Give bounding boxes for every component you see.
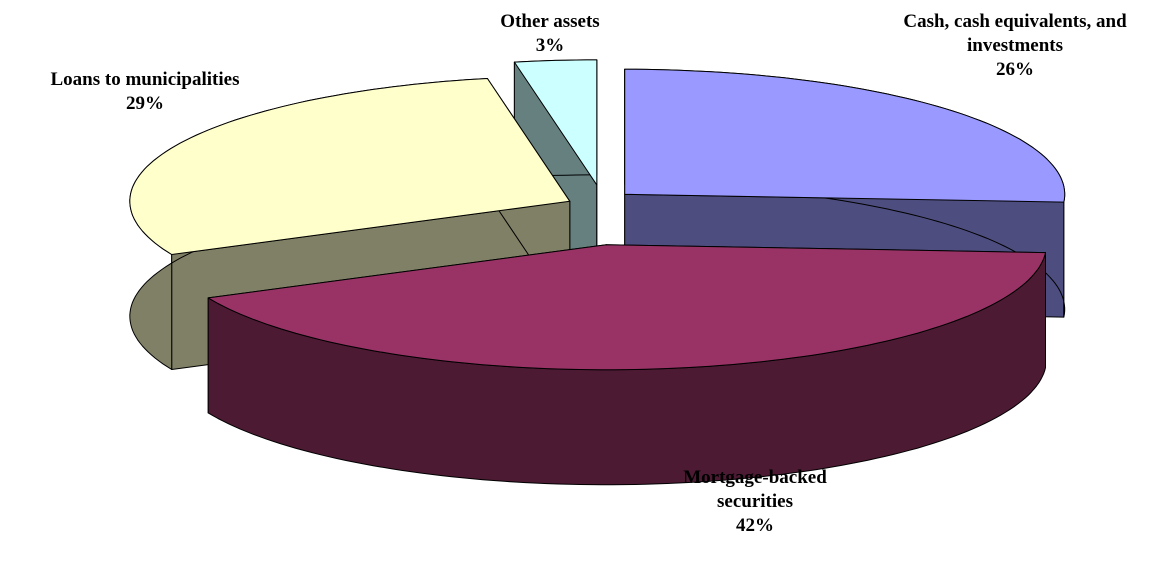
- slice-label: Other assets 3%: [470, 10, 630, 58]
- slice-label: Mortgage-backed securities 42%: [660, 466, 850, 538]
- category-label: Loans to municipalities: [50, 69, 240, 90]
- value-label: 29%: [126, 93, 164, 114]
- slice-label: Cash, cash equivalents, and investments …: [880, 10, 1150, 82]
- slice: [624, 68, 1066, 203]
- slice: [513, 59, 598, 186]
- category-label: Other assets: [500, 11, 600, 32]
- category-label: Mortgage-backed securities: [683, 467, 827, 512]
- slice: [129, 78, 571, 255]
- slice: [207, 244, 1046, 371]
- value-label: 26%: [996, 59, 1034, 80]
- value-label: 42%: [736, 515, 774, 536]
- category-label: Cash, cash equivalents, and investments: [903, 11, 1127, 56]
- value-label: 3%: [535, 35, 565, 56]
- slice-label: Loans to municipalities 29%: [0, 68, 290, 116]
